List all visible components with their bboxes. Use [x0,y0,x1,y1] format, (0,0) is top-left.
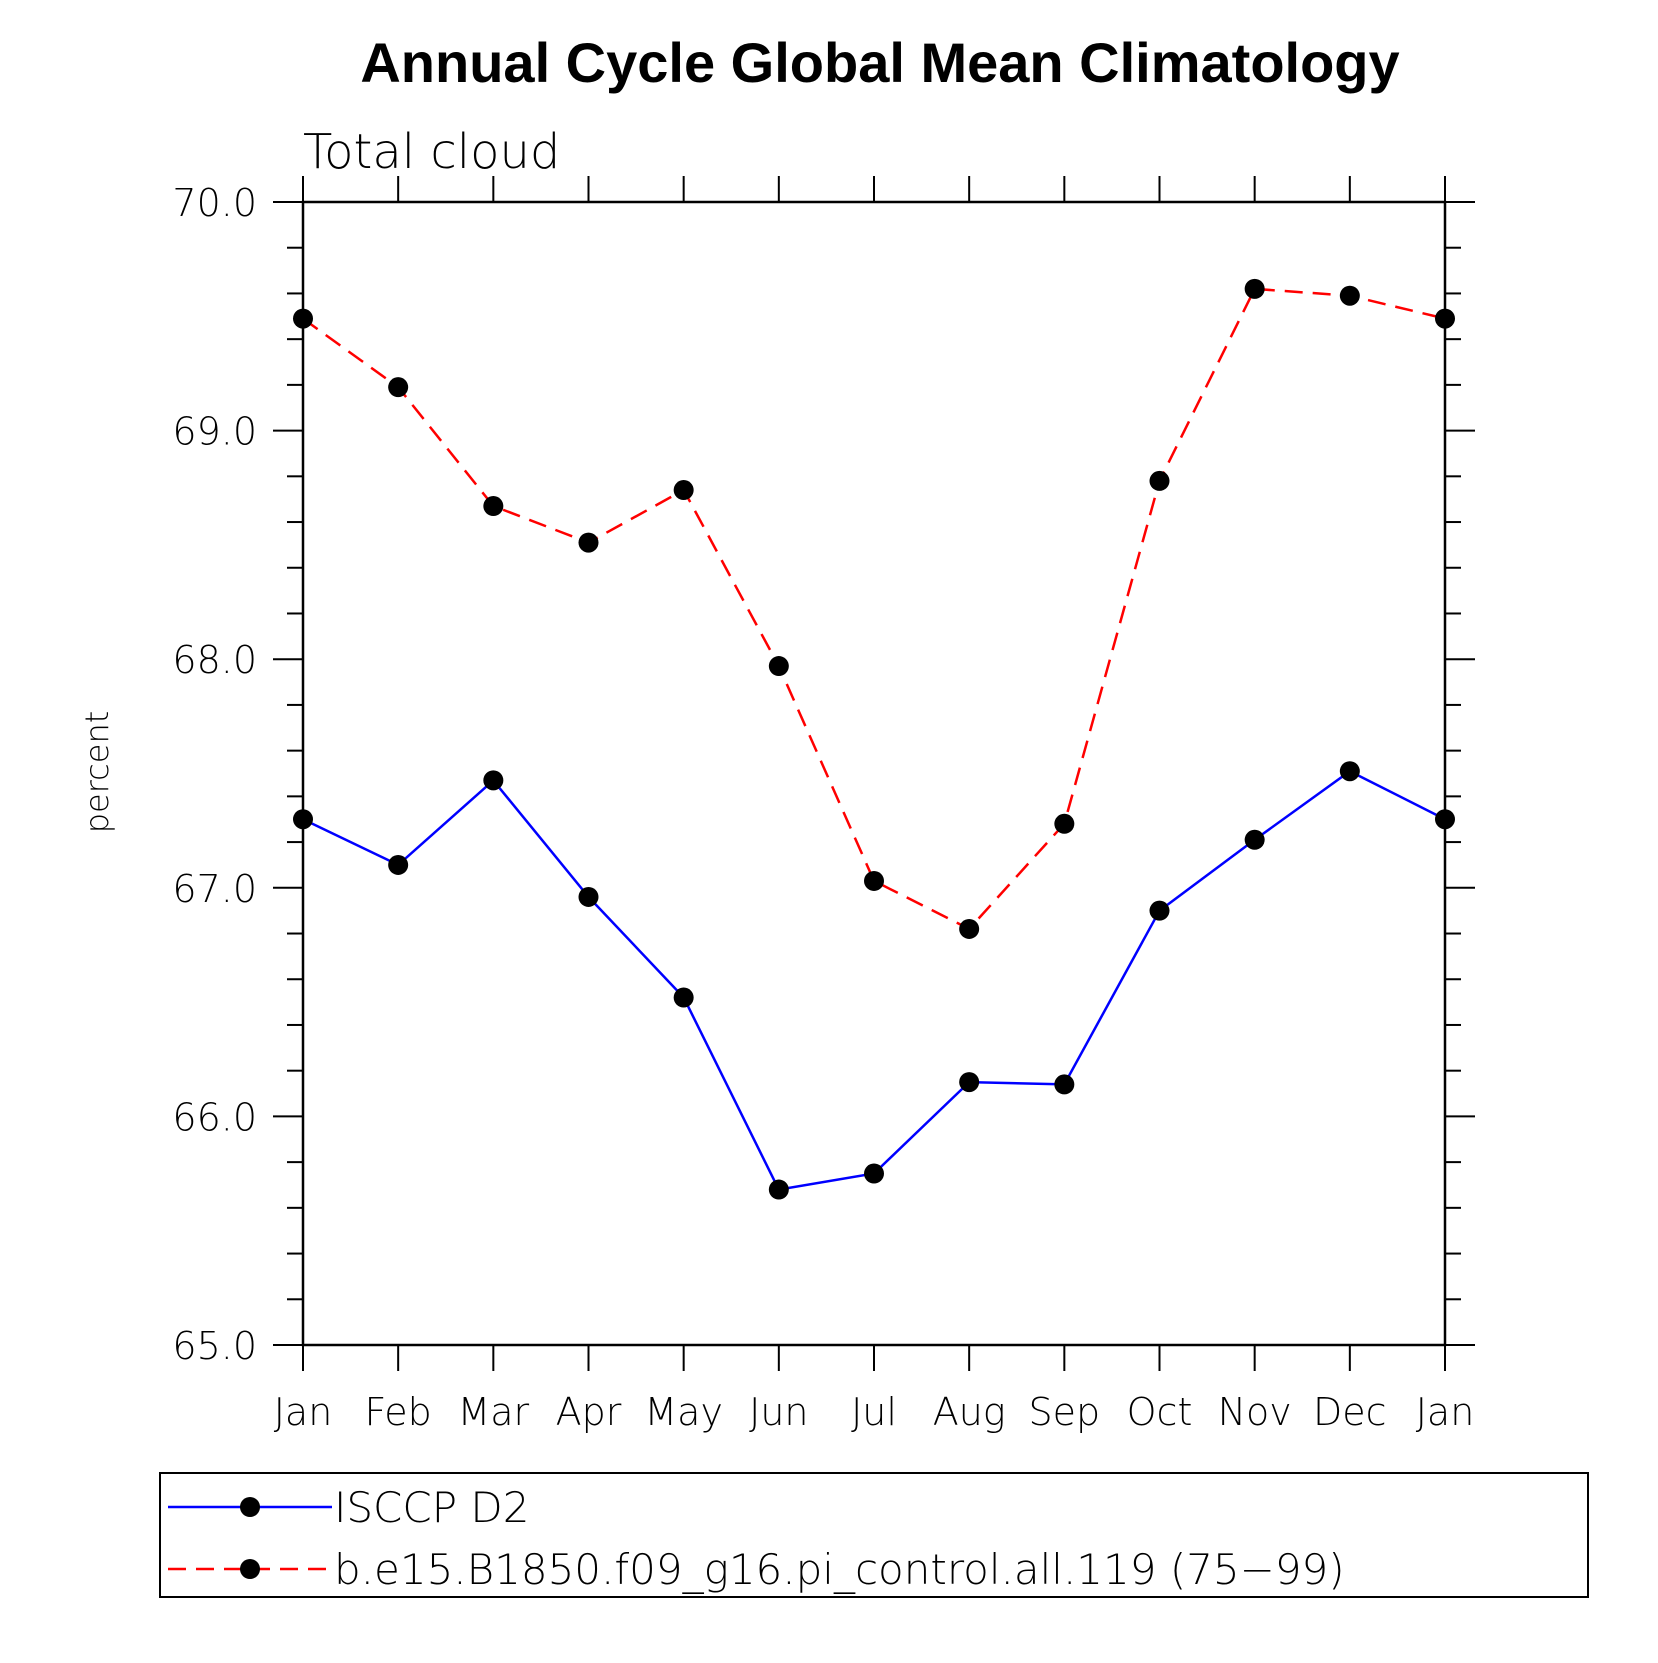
y-axis-label: percent [78,711,116,834]
data-point [1149,470,1170,491]
y-tick-label: 70.0 [172,181,257,225]
data-point [1244,278,1265,299]
data-point [959,1072,980,1093]
legend-swatch-marker [240,1559,260,1579]
legend-label: b.e15.B1850.f09_g16.pi_control.all.119 (… [334,1545,1345,1594]
data-point [578,532,599,553]
legend: ISCCP D2 b.e15.B1850.f09_g16.pi_control.a… [159,1472,1589,1598]
data-point [293,809,313,830]
series-2 [293,278,1455,939]
data-point [864,870,884,891]
series-1 [293,761,1455,1200]
y-tick-label: 66.0 [172,1095,257,1139]
x-tick-label: Aug [933,1390,1006,1434]
y-tick-label: 67.0 [172,867,257,911]
data-point [673,480,694,501]
series-line [302,769,1446,1191]
x-tick-label: Sep [1029,1390,1101,1434]
data-point [578,886,599,907]
y-tick-label: 69.0 [172,410,257,454]
data-point [673,987,694,1008]
data-point [864,1163,884,1184]
data-point [388,377,409,398]
x-tick-label: Jan [1416,1390,1475,1434]
data-point [1244,829,1265,850]
data-point [483,770,504,791]
x-tick-label: Mar [457,1390,529,1434]
x-tick-label: Jun [749,1390,808,1434]
data-point [1054,1074,1075,1095]
legend-swatch-marker [240,1497,260,1517]
x-tick-label: Dec [1313,1390,1387,1434]
data-point [768,656,789,677]
y-tick-label: 68.0 [172,638,257,682]
x-tick-label: Apr [556,1390,622,1434]
data-point [1054,813,1075,834]
data-point [768,1179,789,1200]
data-point [1339,761,1360,782]
axes: 65.0 66.0 67.0 68.0 69.0 70.0 Jan Feb Mar Apr May J… [172,176,1475,1434]
data-point [1339,285,1360,306]
x-tick-label: Jan [274,1390,333,1434]
data-point [388,854,409,875]
legend-label: ISCCP D2 [334,1483,529,1532]
y-tick-label: 65.0 [172,1324,257,1368]
x-tick-label: Jul [851,1390,897,1434]
data-point [293,308,313,329]
x-tick-label: Nov [1218,1390,1292,1434]
data-point [483,496,504,517]
x-tick-label: Feb [365,1390,432,1434]
chart-subtitle: Total cloud [303,124,560,180]
data-point [1435,308,1455,329]
series-line [302,287,1446,931]
series-layer [293,278,1455,1200]
x-tick-label: May [644,1390,723,1434]
chart-title: Annual Cycle Global Mean Climatology [360,31,1399,94]
data-point [1149,900,1170,921]
x-tick-label: Oct [1127,1390,1193,1434]
data-point [1435,809,1455,830]
legend-box [159,1472,1589,1598]
data-point [959,918,980,939]
